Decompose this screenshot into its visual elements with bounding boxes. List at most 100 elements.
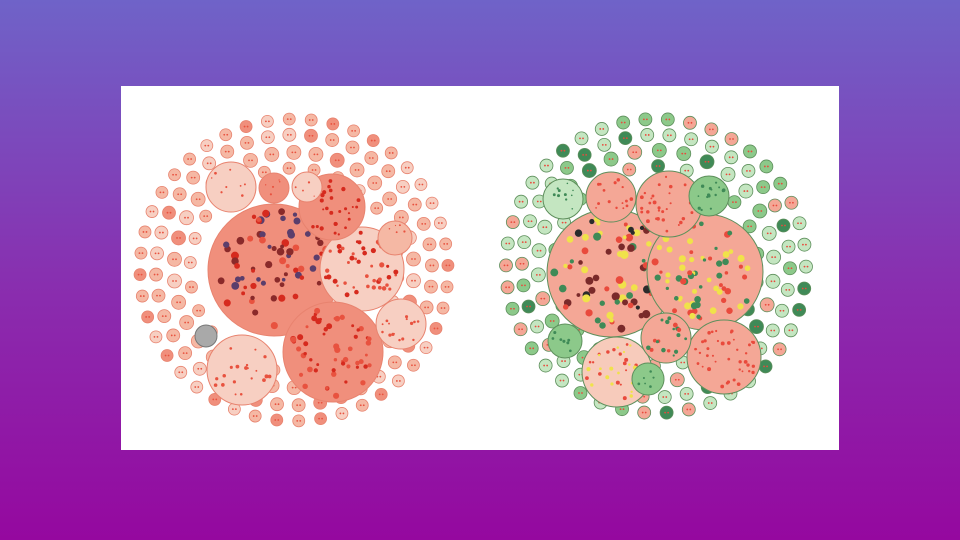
inner-dot xyxy=(709,307,717,314)
inner-dot xyxy=(677,378,680,381)
inner-dot xyxy=(586,169,589,172)
inner-dot xyxy=(250,377,253,380)
inner-dot xyxy=(704,160,707,163)
leaf-node xyxy=(776,218,791,233)
leaf-node xyxy=(681,402,696,417)
inner-dot xyxy=(642,118,645,121)
inner-dot xyxy=(194,386,197,388)
inner-dot xyxy=(746,363,750,367)
inner-dot xyxy=(362,404,365,407)
leaf-node xyxy=(168,168,181,182)
leaf-node xyxy=(243,152,258,168)
inner-dot xyxy=(707,331,711,335)
inner-dot xyxy=(654,274,661,281)
inner-dot xyxy=(341,186,346,192)
inner-dot xyxy=(714,360,717,363)
leaf-node xyxy=(248,409,262,423)
inner-dot xyxy=(357,169,360,171)
inner-dot xyxy=(790,267,793,270)
inner-dot xyxy=(314,307,321,314)
leaf-node xyxy=(581,163,597,178)
inner-dot xyxy=(278,294,286,302)
inner-dot xyxy=(322,190,327,195)
inner-dot xyxy=(763,165,766,168)
inner-dot xyxy=(524,284,526,287)
inner-dot xyxy=(620,121,623,124)
inner-dot xyxy=(802,243,804,246)
inner-dot xyxy=(611,292,620,301)
leaf-node xyxy=(185,280,198,294)
leaf-node xyxy=(407,197,422,212)
leaf-node xyxy=(345,140,360,155)
inner-dot xyxy=(354,257,358,261)
leaf-node xyxy=(781,239,796,254)
inner-dot xyxy=(413,320,416,324)
leaf-node xyxy=(260,130,275,145)
inner-dot xyxy=(307,366,313,373)
inner-dot xyxy=(757,325,759,328)
inner-dot xyxy=(223,299,231,307)
inner-dot xyxy=(285,264,290,268)
leaf-node xyxy=(627,144,643,160)
leaf-node xyxy=(783,261,797,276)
inner-dot xyxy=(737,303,744,310)
inner-dot xyxy=(606,311,614,320)
circle-packing-figure xyxy=(133,112,813,428)
inner-dot xyxy=(630,390,633,393)
inner-dot xyxy=(599,128,602,130)
leaf-node xyxy=(538,358,553,373)
inner-dot xyxy=(256,217,262,222)
inner-dot xyxy=(766,232,769,235)
leaf-node xyxy=(513,322,528,337)
inner-dot xyxy=(260,280,266,286)
inner-dot xyxy=(190,261,193,264)
inner-dot xyxy=(169,211,172,214)
inner-dot xyxy=(667,411,670,414)
inner-dot xyxy=(220,191,223,194)
inner-dot xyxy=(506,264,509,267)
inner-dot xyxy=(209,162,212,165)
inner-dot xyxy=(689,408,692,411)
inner-dot xyxy=(296,404,299,407)
inner-dot xyxy=(299,419,302,422)
leaf-node xyxy=(651,143,667,158)
inner-dot xyxy=(647,134,650,136)
leaf-node xyxy=(651,159,665,173)
inner-dot xyxy=(622,361,627,366)
inner-dot xyxy=(381,323,384,326)
inner-dot xyxy=(172,173,174,176)
inner-dot xyxy=(644,382,647,385)
leaf-node xyxy=(759,159,774,174)
inner-dot xyxy=(539,249,542,252)
leaf-node xyxy=(186,170,201,185)
inner-dot xyxy=(581,266,589,274)
inner-dot xyxy=(344,292,350,298)
inner-dot xyxy=(267,374,272,379)
leaf-node xyxy=(765,323,780,338)
leaf-node xyxy=(171,230,186,246)
leaf-node xyxy=(387,355,402,370)
inner-dot xyxy=(274,403,277,406)
inner-dot xyxy=(503,264,506,267)
leaf-node xyxy=(618,131,633,146)
leaf-node xyxy=(768,198,782,213)
inner-dot xyxy=(770,329,773,332)
inner-dot xyxy=(265,136,268,139)
inner-dot xyxy=(264,171,267,174)
inner-dot xyxy=(331,371,337,377)
inner-dot xyxy=(628,226,634,233)
inner-dot xyxy=(530,181,532,184)
inner-dot xyxy=(560,149,563,152)
inner-dot xyxy=(391,332,395,337)
inner-dot xyxy=(207,144,210,147)
inner-dot xyxy=(711,354,714,357)
inner-dot xyxy=(667,316,672,321)
inner-dot xyxy=(251,159,253,162)
inner-dot xyxy=(732,138,734,140)
inner-dot xyxy=(206,162,209,165)
inner-dot xyxy=(615,380,620,385)
leaf-node xyxy=(292,414,306,428)
leaf-node xyxy=(304,113,318,127)
inner-dot xyxy=(661,210,665,214)
leaf-node xyxy=(308,146,324,162)
